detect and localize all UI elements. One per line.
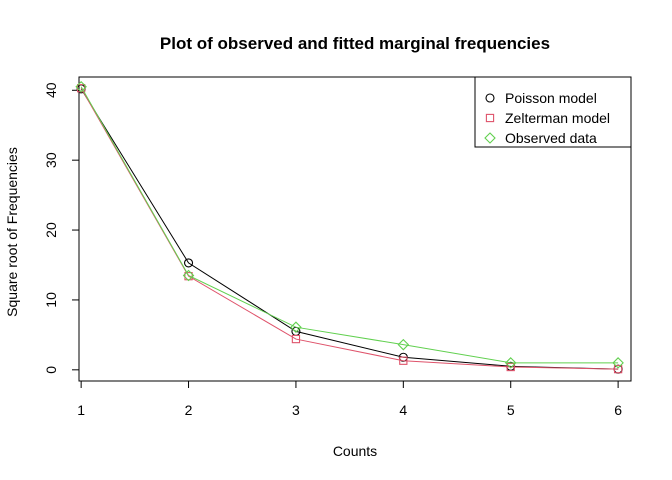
x-tick-label: 3	[292, 402, 300, 418]
data-point-observed-data	[75, 81, 87, 93]
data-point-poisson-model	[183, 258, 194, 268]
x-tick-label: 5	[507, 402, 515, 418]
series-line-observed-data	[80, 86, 619, 364]
x-axis-title: Counts	[333, 443, 377, 459]
x-tick-label: 6	[614, 402, 622, 418]
x-tick-label: 2	[185, 402, 193, 418]
plot-area: 1 2 3 4 5 6 0 10 20 30 40	[43, 76, 632, 418]
y-tick-label: 40	[43, 82, 59, 98]
x-tick-label: 1	[77, 402, 85, 418]
data-point-zelterman-model	[399, 356, 408, 365]
y-tick-label: 10	[43, 292, 59, 308]
y-axis-title: Square root of Frequencies	[4, 147, 20, 317]
legend-label-observed-data: Observed data	[505, 130, 597, 146]
legend-label-zelterman-model: Zelterman model	[505, 110, 610, 126]
y-tick-label: 0	[43, 366, 59, 374]
data-point-observed-data	[612, 357, 624, 369]
legend-marker-zelterman-model	[485, 113, 495, 123]
legend-box	[474, 76, 632, 148]
chart-title: Plot of observed and fitted marginal fre…	[160, 34, 550, 53]
y-tick-label: 20	[43, 222, 59, 238]
data-point-zelterman-model	[291, 334, 301, 344]
data-point-observed-data	[290, 321, 302, 333]
data-point-observed-data	[182, 269, 195, 282]
data-point-observed-data	[504, 357, 517, 369]
data-point-zelterman-model	[613, 364, 623, 374]
data-point-observed-data	[397, 338, 410, 351]
y-tick-label: 30	[43, 152, 59, 168]
series-line-poisson-model	[80, 88, 619, 370]
legend: Poisson model Zelterman model Observed dat…	[474, 76, 632, 148]
legend-marker-observed-data	[484, 132, 496, 144]
data-point-zelterman-model	[506, 362, 515, 372]
legend-marker-poisson-model	[485, 93, 495, 103]
x-tick-label: 4	[399, 402, 407, 418]
legend-label-poisson-model: Poisson model	[505, 90, 597, 106]
